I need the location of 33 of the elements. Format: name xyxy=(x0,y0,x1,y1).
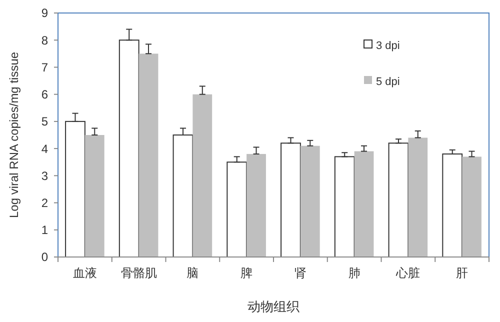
legend-label: 3 dpi xyxy=(376,40,400,52)
y-tick-label: 8 xyxy=(41,33,48,48)
bar xyxy=(354,151,374,257)
bar xyxy=(388,142,409,258)
x-tick-label: 骨骼肌 xyxy=(120,266,157,280)
y-tick-label: 6 xyxy=(41,88,48,102)
bar xyxy=(246,154,266,257)
x-tick-label: 脑 xyxy=(186,266,199,280)
x-tick-label: 肝 xyxy=(456,266,468,280)
y-axis-title: Log viral RNA copies/mg tissue xyxy=(7,52,21,218)
y-tick-label: 2 xyxy=(41,196,48,210)
x-tick-label: 肺 xyxy=(348,266,360,280)
x-tick-label: 脾 xyxy=(240,266,253,280)
bar xyxy=(408,138,428,257)
x-axis-title: 动物组织 xyxy=(248,299,300,314)
x-tick-label: 肾 xyxy=(294,266,306,280)
bar xyxy=(84,135,104,257)
y-tick-label: 7 xyxy=(41,60,48,74)
y-tick-label: 5 xyxy=(41,114,48,129)
legend-label: 5 dpi xyxy=(376,76,400,88)
bar xyxy=(334,156,355,258)
x-tick-label: 血液 xyxy=(72,266,97,280)
y-tick-label: 0 xyxy=(41,250,48,264)
x-tick-label: 心脏 xyxy=(395,266,420,280)
bar xyxy=(300,146,320,257)
y-tick-label: 9 xyxy=(41,6,48,20)
y-tick-label: 3 xyxy=(41,168,48,183)
bar xyxy=(442,153,463,258)
bar xyxy=(192,94,212,257)
y-tick-label: 1 xyxy=(41,223,48,238)
bar xyxy=(462,156,482,257)
bar xyxy=(138,54,158,257)
y-tick-label: 4 xyxy=(41,142,48,156)
